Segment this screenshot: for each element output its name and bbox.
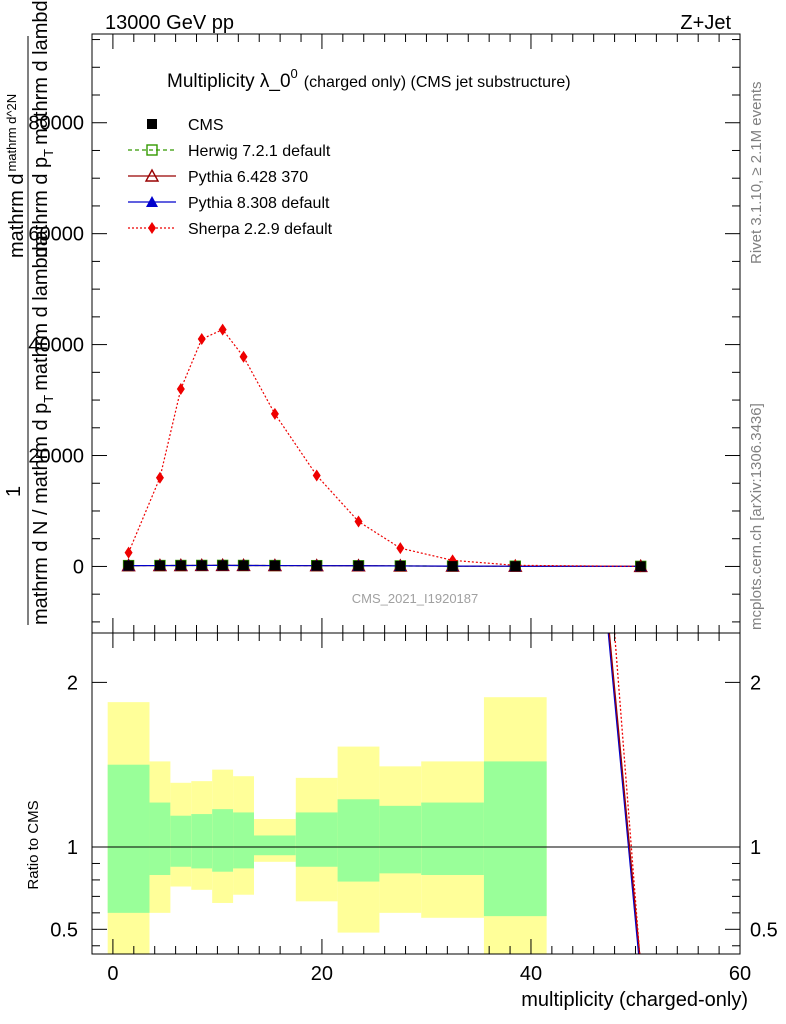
legend-label: Pythia 6.428 370 bbox=[188, 169, 308, 186]
main-plot-series bbox=[121, 323, 648, 573]
ratio-y-tick-label-right: 2 bbox=[750, 672, 761, 694]
ratio-plot-tick-labels: 0 20 40 60 0.5 0.5 1 1 2 2 bbox=[50, 672, 778, 985]
data-point bbox=[510, 561, 521, 572]
legend-label: Sherpa 2.2.9 default bbox=[188, 221, 333, 238]
x-tick-label: 40 bbox=[520, 963, 542, 985]
series-line bbox=[128, 328, 641, 567]
ratio-uncertainty-bands bbox=[92, 697, 740, 954]
stat-uncertainty-band bbox=[107, 764, 150, 913]
ratio-mc-lines bbox=[607, 632, 641, 955]
ratio-y-tick-label-left: 0.5 bbox=[50, 919, 78, 941]
data-point bbox=[239, 350, 248, 363]
legend-marker bbox=[148, 222, 156, 234]
data-point bbox=[396, 542, 405, 555]
mcplots-label: mcplots.cern.ch [arXiv:1306.3436] bbox=[748, 403, 765, 630]
legend-entry: CMS bbox=[147, 117, 224, 134]
data-point bbox=[311, 560, 322, 571]
stat-uncertainty-band bbox=[149, 802, 171, 875]
y-label-one: 1 bbox=[3, 486, 25, 497]
energy-label: 13000 GeV pp bbox=[105, 12, 234, 34]
data-point bbox=[354, 515, 363, 528]
stat-uncertainty-band bbox=[483, 761, 547, 917]
data-point bbox=[447, 561, 458, 572]
ratio-y-axis-label: Ratio to CMS bbox=[25, 800, 42, 889]
analysis-tag: CMS_2021_I1920187 bbox=[352, 591, 479, 606]
ratio-plot-panel: 0 20 40 60 0.5 0.5 1 1 2 2 Ratio to CMS multiplic… bbox=[25, 632, 778, 1011]
data-point bbox=[123, 560, 134, 571]
legend: CMS Herwig 7.2.1 default Pythia 6.428 370 P… bbox=[128, 117, 333, 238]
ratio-y-tick-label-right: 1 bbox=[750, 837, 761, 859]
legend-entry: Pythia 8.308 default bbox=[128, 195, 330, 212]
stat-uncertainty-band bbox=[337, 799, 380, 882]
legend-entry: Herwig 7.2.1 default bbox=[128, 143, 331, 160]
legend-label: CMS bbox=[188, 117, 224, 134]
ratio-line-pythia-8-308-default bbox=[607, 632, 640, 955]
stat-uncertainty-band bbox=[170, 815, 192, 867]
x-tick-label: 20 bbox=[311, 963, 333, 985]
y-label-top-b: mathrm d pTmathrm d lambda bbox=[30, 0, 56, 258]
x-tick-label: 60 bbox=[729, 963, 751, 985]
ratio-plot-frame bbox=[91, 632, 741, 955]
legend-entry: Pythia 6.428 370 bbox=[128, 168, 308, 186]
data-point bbox=[270, 407, 279, 420]
series-cms bbox=[123, 560, 646, 572]
data-point bbox=[155, 471, 164, 484]
stat-uncertainty-band bbox=[233, 812, 254, 869]
ratio-plot-ticks bbox=[92, 633, 741, 954]
legend-marker bbox=[146, 144, 158, 156]
data-point bbox=[175, 560, 186, 571]
main-plot-y-tick-labels: 0 20000 40000 60000 80000 bbox=[28, 113, 84, 579]
data-point bbox=[312, 469, 321, 482]
data-point bbox=[217, 560, 228, 571]
stat-uncertainty-band bbox=[379, 805, 422, 874]
ratio-y-tick-label-right: 0.5 bbox=[750, 919, 778, 941]
stat-uncertainty-band bbox=[421, 802, 484, 875]
stat-uncertainty-band bbox=[191, 814, 213, 869]
data-point bbox=[218, 323, 227, 336]
y-tick-label: 80000 bbox=[28, 113, 84, 135]
data-point bbox=[635, 561, 646, 572]
legend-entry: Sherpa 2.2.9 default bbox=[128, 221, 333, 238]
x-axis-label: multiplicity (charged-only) bbox=[521, 989, 748, 1011]
legend-label: Pythia 8.308 default bbox=[188, 195, 330, 212]
ratio-y-tick-label-left: 1 bbox=[67, 837, 78, 859]
chart-title: Multiplicity λ_00(charged only) (CMS jet… bbox=[167, 66, 571, 92]
series-sherpa-2-2-9-default bbox=[124, 323, 645, 573]
stat-uncertainty-band bbox=[295, 812, 338, 867]
y-tick-label: 40000 bbox=[28, 335, 84, 357]
data-point bbox=[196, 560, 207, 571]
legend-label: Herwig 7.2.1 default bbox=[188, 143, 331, 160]
y-tick-label: 20000 bbox=[28, 446, 84, 468]
main-y-axis-label: mathrm dmathrm d^2N mathrm d pTmathrm d … bbox=[3, 0, 56, 625]
process-label: Z+Jet bbox=[680, 12, 731, 34]
ratio-line-pythia-6-428-370 bbox=[608, 632, 641, 955]
data-point bbox=[238, 560, 249, 571]
x-tick-label: 0 bbox=[107, 963, 118, 985]
data-point bbox=[124, 546, 133, 559]
stat-uncertainty-band bbox=[254, 835, 296, 856]
data-point bbox=[154, 560, 165, 571]
data-point bbox=[353, 560, 364, 571]
stat-uncertainty-band bbox=[212, 809, 234, 872]
data-point bbox=[197, 333, 206, 346]
y-label-top-a: mathrm dmathrm d^2N bbox=[4, 94, 28, 258]
ratio-line-sherpa-2-2-9-default bbox=[613, 632, 641, 955]
main-plot-ticks bbox=[92, 34, 741, 633]
y-tick-label: 0 bbox=[73, 556, 84, 578]
ratio-y-tick-label-left: 2 bbox=[67, 672, 78, 694]
data-point bbox=[176, 382, 185, 395]
data-point bbox=[269, 560, 280, 571]
legend-marker bbox=[144, 168, 160, 182]
rivet-version-label: Rivet 3.1.10, ≥ 2.1M events bbox=[748, 82, 765, 265]
main-plot-panel: 0 20000 40000 60000 80000 Multiplicity λ_00(… bbox=[28, 33, 741, 634]
y-tick-label: 60000 bbox=[28, 224, 84, 246]
legend-marker bbox=[147, 119, 157, 129]
legend-marker bbox=[146, 196, 158, 207]
data-point bbox=[395, 560, 406, 571]
y-label-bottom: mathrm d N / mathrm d pTmathrm d lambda bbox=[30, 234, 56, 625]
